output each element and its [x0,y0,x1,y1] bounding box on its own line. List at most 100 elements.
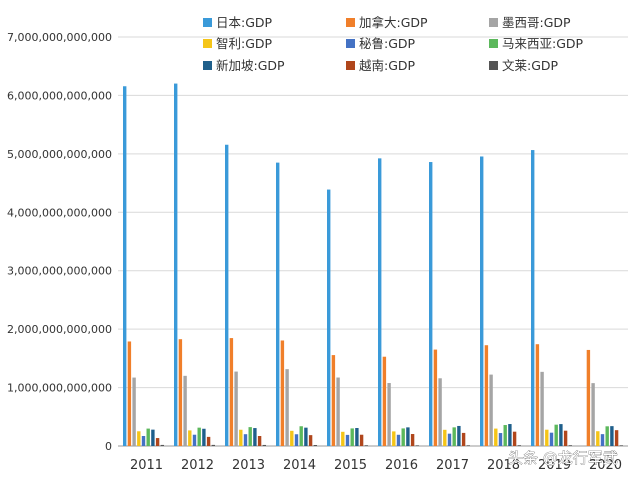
bar [327,189,331,446]
bar [535,344,540,446]
gridlines [118,36,628,447]
bar [410,434,415,446]
x-axis: 2011 2012 2013 2014 2015 2016 2017 2018 2019 2020 [130,458,622,473]
bar [614,430,619,446]
bar [605,426,609,446]
y-tick-label: 6,000,000,000,000 [7,89,112,102]
bar [146,428,150,446]
x-tick-label: 2018 [487,458,520,473]
bar [132,377,136,446]
bar [331,355,336,446]
bar [127,341,132,446]
bar [225,144,229,446]
legend-swatch [489,18,498,27]
y-tick-label: 0 [105,440,112,453]
bar [341,431,345,446]
bar-series-group [123,83,623,447]
bar [438,378,442,446]
y-tick-label: 5,000,000,000,000 [7,148,112,161]
bar [178,339,183,446]
bar [378,158,382,446]
x-tick-label: 2017 [436,458,469,473]
bar [498,433,503,446]
legend-label: 文莱:GDP [502,58,559,73]
legend-swatch [489,61,498,70]
bar [452,427,456,446]
bar [619,445,623,446]
bar [160,444,164,446]
bar [229,338,234,446]
x-tick-label: 2015 [334,458,367,473]
bar [257,436,262,446]
bar [355,428,359,446]
x-tick-label: 2013 [232,458,265,473]
bar [174,83,178,447]
bar [253,428,257,446]
bar [591,383,595,446]
bar [559,424,563,446]
bar [141,436,146,446]
bar [206,436,211,446]
bar [188,430,192,446]
bar [489,374,493,446]
y-tick-label: 4,000,000,000,000 [7,206,112,219]
bar [447,433,452,446]
bar [197,427,201,446]
bar [429,162,433,446]
bar [359,434,364,446]
bar [299,426,303,446]
bar [517,445,521,446]
legend-label: 加拿大:GDP [359,15,428,30]
watermark-text: 头条 @龙行军武 [508,449,618,467]
bar [137,431,141,446]
bar [276,162,280,446]
bar [364,445,368,446]
y-tick-label: 1,000,000,000,000 [7,382,112,395]
bar [183,375,187,446]
bar [503,425,507,446]
legend-swatch [203,61,212,70]
bar [554,424,558,446]
bar [545,429,549,446]
bar [610,426,614,446]
bar [600,434,605,446]
bar [262,444,266,446]
bar [540,371,544,446]
y-tick-label: 2,000,000,000,000 [7,323,112,336]
bar [336,377,340,446]
bar [202,428,206,446]
bar [415,445,419,446]
bar [443,429,447,446]
bar [239,429,243,446]
y-tick-label: 3,000,000,000,000 [7,265,112,278]
x-tick-label: 2020 [589,458,622,473]
bar [596,431,600,446]
bar [484,345,489,446]
bar [563,430,568,446]
bar [549,432,554,446]
bar [531,150,535,447]
bar [123,86,127,447]
x-tick-label: 2019 [538,458,571,473]
bar [457,425,461,446]
bar [512,431,517,446]
legend-label: 日本:GDP [216,15,273,30]
bar [392,431,396,446]
bar [396,434,401,446]
bar [248,427,252,446]
bar [285,369,289,446]
x-tick-label: 2011 [130,458,163,473]
bar [350,428,354,446]
bar [280,340,285,446]
bar [461,432,466,446]
legend-swatch [203,18,212,27]
bar [508,424,512,446]
bar [234,371,238,446]
legend-label: 马来西亚:GDP [502,36,584,51]
bar [568,445,572,446]
bar [401,428,405,446]
bar [294,434,299,446]
bar [466,445,470,446]
bar [433,349,438,446]
